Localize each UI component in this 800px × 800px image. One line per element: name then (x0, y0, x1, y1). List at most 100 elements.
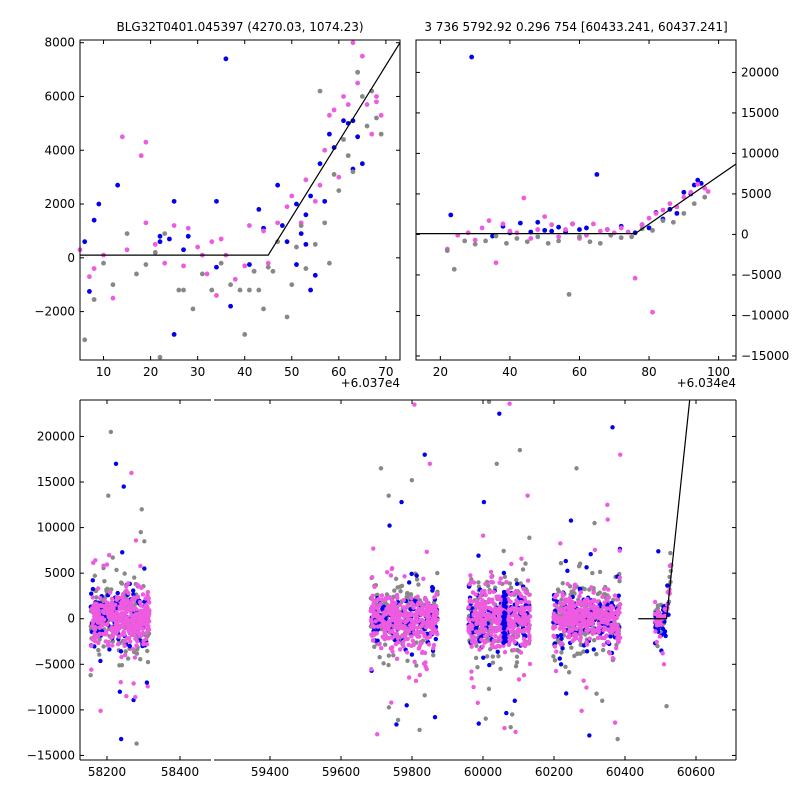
data-point (390, 602, 396, 607)
data-point (479, 617, 484, 622)
data-point (667, 563, 673, 569)
data-point (609, 628, 614, 634)
data-point (549, 228, 555, 234)
data-point (331, 107, 337, 113)
data-point (563, 558, 569, 564)
data-point (601, 642, 606, 648)
data-point (350, 40, 356, 46)
data-point (119, 134, 125, 140)
data-point (124, 694, 129, 699)
data-point (125, 581, 131, 586)
data-point (497, 614, 502, 620)
data-point (584, 642, 590, 647)
data-point (119, 654, 124, 660)
data-point (416, 646, 422, 651)
top-right-axes: 20 40 60 80 100 −15000 −10000 −5000 0 5000 10000 15… (416, 40, 789, 379)
data-point (554, 649, 559, 654)
data-point (572, 603, 577, 609)
data-point (618, 235, 624, 241)
data-point (491, 589, 496, 594)
data-point (336, 188, 342, 193)
data-point (381, 635, 386, 640)
data-point (317, 182, 323, 188)
data-point (298, 231, 304, 237)
data-point (595, 626, 601, 631)
data-point (493, 633, 498, 639)
data-point (430, 620, 436, 625)
data-point (597, 569, 603, 575)
data-point (570, 221, 575, 227)
data-point (129, 612, 134, 618)
data-point (118, 736, 124, 742)
data-point (487, 662, 492, 668)
data-point (565, 568, 570, 574)
data-point (535, 227, 541, 232)
data-point (284, 239, 290, 245)
data-point (575, 651, 580, 656)
data-point (108, 635, 114, 640)
data-point (294, 201, 299, 207)
data-point (606, 639, 611, 645)
data-point (284, 204, 290, 210)
data-point (228, 282, 233, 288)
data-point (569, 645, 574, 650)
data-point (490, 619, 496, 624)
data-point (513, 588, 519, 594)
data-point (98, 658, 103, 664)
data-point (551, 617, 557, 622)
data-point (579, 612, 584, 617)
data-point (510, 629, 515, 634)
data-point (553, 624, 558, 629)
data-point (526, 615, 532, 620)
data-point (94, 612, 99, 618)
data-point (430, 586, 436, 591)
data-point (578, 635, 584, 640)
y-tick-label: 2000 (44, 197, 75, 211)
data-point (469, 676, 474, 681)
data-point (520, 567, 526, 572)
data-point (378, 466, 384, 471)
data-point (501, 570, 507, 576)
data-point (668, 568, 674, 574)
data-point (130, 620, 136, 626)
data-point (608, 603, 614, 609)
data-point (509, 712, 515, 717)
data-point (142, 566, 147, 571)
data-point (209, 287, 215, 293)
data-point (602, 600, 607, 605)
data-point (668, 550, 673, 556)
data-point (124, 247, 130, 253)
data-point (522, 641, 527, 646)
data-point (89, 591, 94, 596)
data-point (514, 654, 520, 659)
data-point (121, 484, 126, 489)
data-point (560, 593, 565, 599)
data-point (145, 659, 151, 665)
data-point (145, 648, 150, 654)
data-point (379, 593, 385, 598)
data-point (414, 573, 419, 578)
data-point (395, 585, 400, 590)
data-point (513, 663, 519, 669)
data-point (265, 260, 271, 266)
data-point (394, 592, 400, 598)
data-point (591, 638, 597, 643)
data-point (132, 655, 138, 660)
data-point (136, 620, 141, 625)
data-point (526, 600, 532, 605)
data-point (556, 234, 562, 240)
data-point (419, 650, 425, 656)
data-point (127, 643, 133, 649)
data-point (389, 598, 395, 603)
data-point (617, 548, 622, 553)
data-point (448, 212, 454, 218)
data-point (371, 546, 376, 551)
data-point (303, 266, 309, 271)
data-point (565, 615, 570, 621)
data-point (91, 297, 97, 302)
data-point (371, 638, 376, 643)
data-point (145, 684, 150, 689)
data-point (615, 612, 621, 618)
top-left-data-points (77, 40, 384, 360)
data-point (497, 580, 502, 586)
